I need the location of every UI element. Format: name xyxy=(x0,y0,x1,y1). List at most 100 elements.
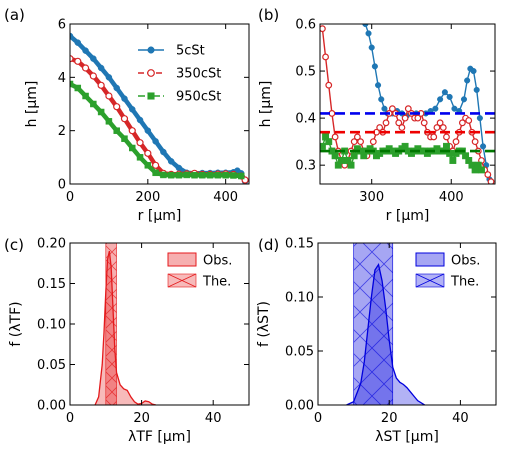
data-point xyxy=(113,127,120,134)
legend-label: The. xyxy=(202,275,231,290)
data-point xyxy=(214,171,222,179)
data-point xyxy=(381,105,388,112)
data-point xyxy=(458,119,466,127)
data-point xyxy=(350,138,358,146)
x-tick-label: 300 xyxy=(359,190,384,205)
obs-density-line xyxy=(94,250,157,405)
data-point xyxy=(357,138,364,146)
data-point xyxy=(433,124,441,131)
y-tick-label: 0.15 xyxy=(285,237,314,252)
y-tick-label: 0.20 xyxy=(37,237,66,252)
axes-frame xyxy=(319,23,496,185)
x-tick-label: 40 xyxy=(452,411,469,426)
data-point xyxy=(320,25,326,33)
panel-c: 0 20 40 0.00 0.05 0.10 0.15 0.20 λTF [µm] f (λTF)… xyxy=(8,237,250,445)
data-point xyxy=(365,30,372,37)
axes-frame xyxy=(69,23,250,185)
data-point xyxy=(452,138,460,146)
data-point xyxy=(368,44,375,51)
data-point xyxy=(206,171,214,179)
data-point xyxy=(74,57,82,65)
data-point xyxy=(152,161,160,169)
data-point xyxy=(480,143,487,150)
data-point xyxy=(160,171,167,179)
y-axis-label: f (λST) xyxy=(256,301,272,347)
data-point xyxy=(388,105,396,113)
plot-area xyxy=(94,243,157,405)
data-point xyxy=(439,124,447,131)
panel-label-d: (d) xyxy=(258,236,279,254)
data-point xyxy=(237,172,245,180)
x-tick-label: 200 xyxy=(135,190,160,205)
data-point xyxy=(471,138,479,146)
y-tick-label: 0.05 xyxy=(285,345,314,360)
data-point xyxy=(152,169,159,177)
legend-hatch xyxy=(167,273,197,288)
data-point xyxy=(470,68,477,75)
x-tick-label: 400 xyxy=(439,190,464,205)
data-point xyxy=(74,84,82,92)
data-point xyxy=(97,108,105,116)
legend-swatch-obs xyxy=(415,252,445,267)
y-tick-label: 0.10 xyxy=(37,318,66,333)
data-point xyxy=(432,105,439,112)
data-point xyxy=(436,119,444,127)
data-point xyxy=(375,82,382,89)
data-point xyxy=(144,149,152,157)
x-tick-label: 20 xyxy=(133,411,150,426)
plot-area xyxy=(320,24,495,184)
y-tick-label: 6 xyxy=(58,18,66,33)
data-point xyxy=(464,77,471,84)
data-point xyxy=(404,105,412,113)
data-point xyxy=(473,86,480,93)
x-axis-label: r [µm] xyxy=(386,208,430,224)
plot-area xyxy=(70,32,249,184)
y-tick-label: 0.3 xyxy=(295,159,316,174)
y-axis-label: h [µm] xyxy=(258,81,274,128)
data-point xyxy=(443,133,450,141)
y-tick-label: 0.4 xyxy=(295,112,316,127)
data-point xyxy=(89,72,97,80)
data-point xyxy=(128,127,136,135)
data-point xyxy=(460,96,468,103)
data-point xyxy=(446,93,453,100)
data-point xyxy=(420,119,428,127)
data-point xyxy=(90,55,97,62)
data-point xyxy=(437,96,444,103)
data-point xyxy=(484,171,492,178)
data-point xyxy=(230,172,237,179)
data-point xyxy=(136,154,144,161)
data-point xyxy=(401,114,409,122)
axes-frame xyxy=(317,242,497,406)
data-point xyxy=(350,152,358,160)
data-point xyxy=(152,138,159,145)
panel-label-a: (a) xyxy=(4,6,25,24)
data-point xyxy=(129,144,136,152)
data-point xyxy=(191,171,198,179)
data-point xyxy=(347,161,355,169)
data-point xyxy=(441,89,448,96)
obs-density-fill xyxy=(346,264,425,405)
data-point xyxy=(449,157,457,164)
legend-hatch xyxy=(415,273,445,288)
legend-swatch-obs xyxy=(167,252,197,267)
data-point xyxy=(167,158,175,165)
data-point xyxy=(414,114,422,122)
y-tick-label: 0.00 xyxy=(37,399,66,414)
y-tick-label: 0.6 xyxy=(295,18,316,33)
data-point xyxy=(82,47,89,54)
data-point xyxy=(353,133,361,141)
data-point xyxy=(105,74,113,81)
data-point xyxy=(105,92,113,100)
data-point xyxy=(476,115,483,122)
data-point xyxy=(325,81,333,89)
data-point xyxy=(398,124,406,131)
data-point xyxy=(322,53,329,61)
data-point xyxy=(144,127,152,134)
y-tick-label: 0.15 xyxy=(37,277,66,292)
data-point xyxy=(74,39,82,46)
data-point xyxy=(199,171,206,179)
data-point xyxy=(320,142,326,150)
data-point xyxy=(97,81,105,89)
x-tick-label: 0 xyxy=(314,411,322,426)
